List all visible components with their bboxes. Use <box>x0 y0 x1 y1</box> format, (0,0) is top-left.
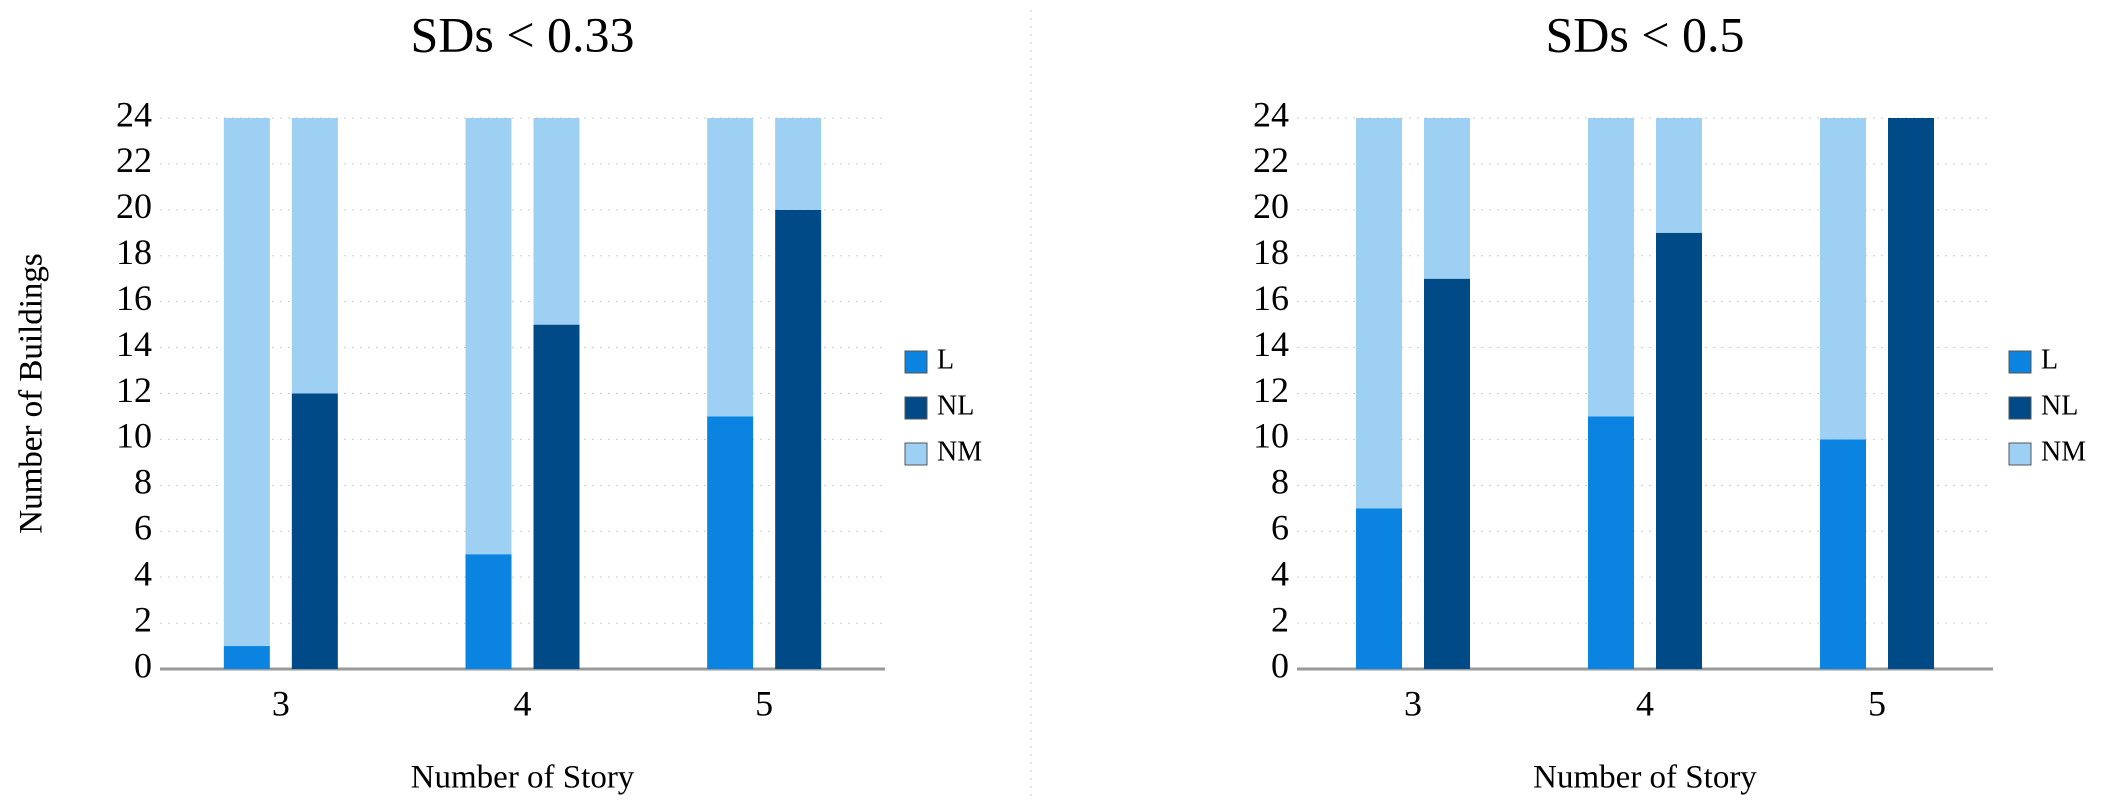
y-tick-label: 10 <box>1253 416 1289 456</box>
bar-segment <box>1820 118 1866 440</box>
bar-segment <box>1656 118 1702 233</box>
y-tick-label: 2 <box>134 599 152 639</box>
bar-segment <box>1588 416 1634 669</box>
y-axis-label: Number of Buildings <box>14 253 50 533</box>
y-tick-label: 12 <box>116 370 152 410</box>
y-tick-label: 6 <box>1271 508 1289 548</box>
bar-segment <box>1424 118 1470 279</box>
y-tick-label: 0 <box>1271 645 1289 685</box>
bar-segment <box>291 393 338 669</box>
x-tick-label: 3 <box>272 683 290 723</box>
legend-label: L <box>937 344 954 375</box>
legend-label: NL <box>937 390 974 421</box>
bar-segment <box>291 118 338 394</box>
bar-segment <box>223 118 270 647</box>
y-tick-label: 24 <box>1253 94 1289 134</box>
y-tick-label: 10 <box>116 416 152 456</box>
x-tick-label: 4 <box>514 683 532 723</box>
bar-segment <box>465 554 512 669</box>
legend-label: NM <box>2041 436 2086 467</box>
y-tick-label: 18 <box>116 232 152 272</box>
bar-segment <box>1588 118 1634 417</box>
bar-segment <box>775 209 822 670</box>
y-tick-label: 22 <box>1253 140 1289 180</box>
bar-segment <box>1356 118 1402 509</box>
chart-title: SDs < 0.5 <box>1545 6 1744 62</box>
bar-segment <box>533 118 580 325</box>
bar-segment <box>533 324 580 669</box>
y-tick-label: 8 <box>134 462 152 502</box>
y-tick-label: 16 <box>1253 278 1289 318</box>
y-tick-label: 14 <box>1253 324 1289 364</box>
y-tick-label: 14 <box>116 324 152 364</box>
y-tick-label: 6 <box>134 508 152 548</box>
bar-segment <box>223 646 270 669</box>
x-axis-label: Number of Story <box>1533 760 1757 796</box>
bar-segment <box>465 118 512 555</box>
legend-swatch <box>2008 442 2032 466</box>
y-tick-label: 18 <box>1253 232 1289 272</box>
legend-label: NM <box>937 436 982 467</box>
y-tick-label: 20 <box>1253 186 1289 226</box>
y-tick-label: 4 <box>1271 553 1289 593</box>
y-tick-label: 12 <box>1253 370 1289 410</box>
bar-segment <box>707 118 754 417</box>
y-tick-label: 22 <box>116 140 152 180</box>
legend-swatch <box>904 350 928 374</box>
y-tick-label: 20 <box>116 186 152 226</box>
legend-label: NL <box>2041 390 2078 421</box>
bar-segment <box>1356 508 1402 669</box>
y-tick-label: 16 <box>116 278 152 318</box>
bar-segment <box>1424 278 1470 669</box>
y-axis-label: Number of Buildings <box>14 253 50 533</box>
x-tick-label: 5 <box>1868 683 1886 723</box>
x-tick-label: 4 <box>1636 683 1654 723</box>
legend-swatch <box>2008 350 2032 374</box>
y-tick-label: 8 <box>1271 462 1289 502</box>
bar-segment <box>1820 439 1866 669</box>
chart-title: SDs < 0.33 <box>410 6 634 62</box>
y-tick-label: 0 <box>134 645 152 685</box>
x-tick-label: 5 <box>755 683 773 723</box>
legend-swatch <box>904 396 928 420</box>
bar-segment <box>707 416 754 669</box>
bar-segment <box>775 118 822 210</box>
bar-segment <box>1656 232 1702 669</box>
legend-swatch <box>2008 396 2032 420</box>
y-tick-label: 2 <box>1271 599 1289 639</box>
bar-segment <box>1888 118 1934 669</box>
x-tick-label: 3 <box>1404 683 1422 723</box>
legend-label: L <box>2041 344 2058 375</box>
legend-swatch <box>904 442 928 466</box>
y-tick-label: 24 <box>116 94 152 134</box>
y-tick-label: 4 <box>134 553 152 593</box>
x-axis-label: Number of Story <box>411 760 635 796</box>
